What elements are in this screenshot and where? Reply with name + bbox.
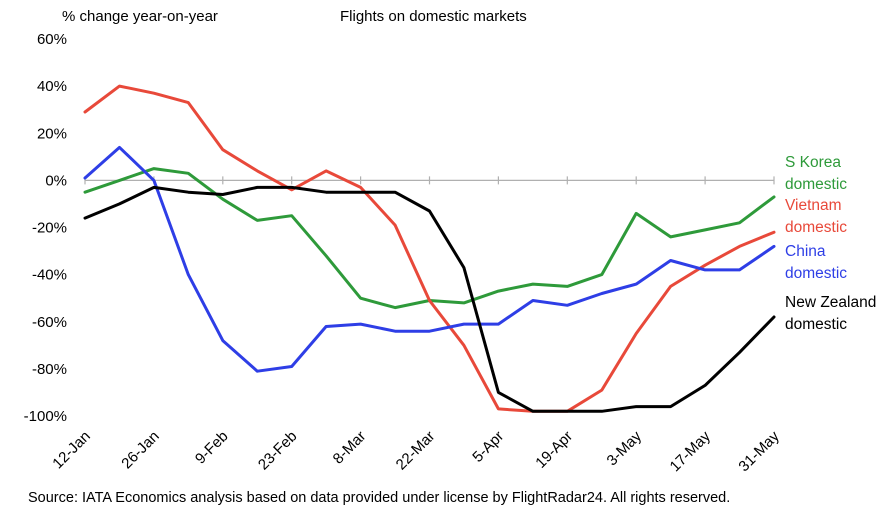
x-tick-label: 26-Jan: [118, 428, 162, 472]
x-axis: [84, 176, 775, 185]
y-tick-labels: 60% 40% 20% 0% -20% -40% -60% -80% -100%: [24, 31, 67, 425]
y-tick-label: 0%: [45, 172, 67, 189]
series-lines: [83, 84, 776, 413]
series-label: domestic: [785, 219, 847, 236]
y-tick-label: 40%: [37, 78, 67, 95]
series-line-new-zealand-domestic: [83, 185, 776, 413]
series-label: domestic: [785, 176, 847, 193]
series-label: China: [785, 243, 826, 260]
x-tick-label: 9-Feb: [192, 428, 232, 468]
x-tick-label: 23-Feb: [255, 428, 301, 474]
x-tick-label: 31-May: [735, 427, 783, 475]
y-tick-label: -80%: [32, 361, 67, 378]
series-label: Vietnam: [785, 197, 842, 214]
series-label: S Korea: [785, 154, 841, 171]
y-tick-label: 20%: [37, 125, 67, 142]
series-line-vietnam-domestic: [83, 84, 776, 413]
series-labels: S Korea domestic Vietnam domestic China domes…: [785, 154, 876, 333]
x-tick-label: 17-May: [667, 427, 715, 475]
y-axis-label: % change year-on-year: [62, 8, 218, 25]
series-label: domestic: [785, 316, 847, 333]
chart-title: Flights on domestic markets: [340, 8, 527, 25]
source-note: Source: IATA Economics analysis based on…: [28, 490, 730, 506]
y-tick-label: -20%: [32, 220, 67, 237]
series-label: domestic: [785, 265, 847, 282]
y-tick-label: 60%: [37, 31, 67, 48]
y-tick-label: -60%: [32, 314, 67, 331]
y-tick-label: -40%: [32, 267, 67, 284]
x-tick-label: 5-Apr: [469, 428, 507, 466]
x-tick-label: 8-Mar: [330, 428, 370, 468]
x-tick-label: 12-Jan: [49, 428, 93, 472]
x-tick-label: 3-May: [604, 427, 646, 469]
series-line-china-domestic: [83, 145, 776, 373]
x-tick-label: 19-Apr: [532, 428, 576, 472]
y-tick-label: -100%: [24, 408, 67, 425]
series-label: New Zealand: [785, 294, 876, 311]
x-tick-label: 22-Mar: [393, 428, 439, 474]
x-tick-labels: 12-Jan 26-Jan 9-Feb 23-Feb 8-Mar 22-Mar 5-Apr 1…: [49, 427, 783, 475]
